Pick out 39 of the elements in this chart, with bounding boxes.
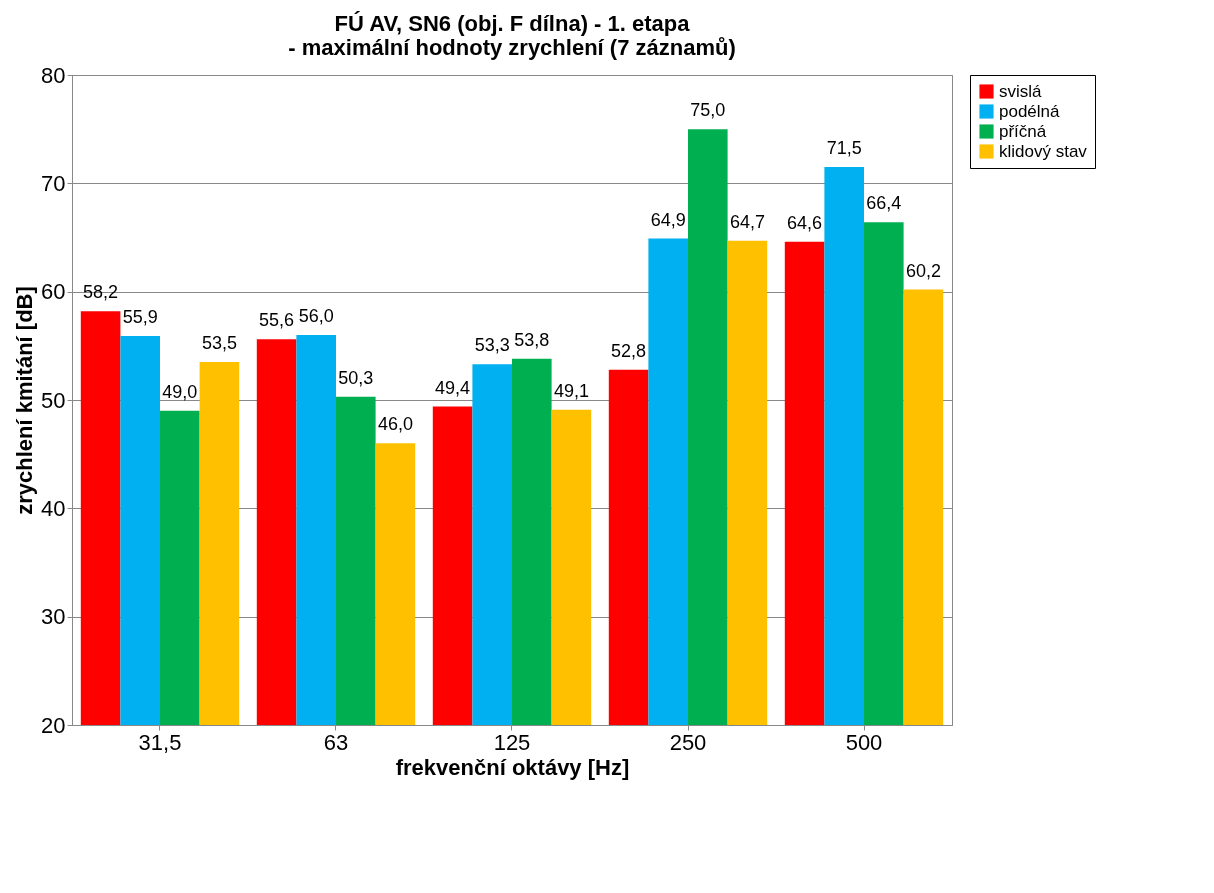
legend-label: klidový stav bbox=[999, 141, 1088, 161]
data-label: 53,8 bbox=[514, 329, 550, 350]
data-label: 56,0 bbox=[298, 306, 334, 326]
y-tick-label: 80 bbox=[41, 62, 66, 88]
data-label: 75,0 bbox=[690, 100, 726, 121]
data-label: 71,5 bbox=[826, 138, 862, 159]
data-label: 50,3 bbox=[338, 367, 374, 388]
data-label: 60,2 bbox=[905, 260, 941, 281]
data-label: 66,4 bbox=[866, 193, 902, 214]
data-label: 64,6 bbox=[787, 212, 823, 233]
data-label: 64,7 bbox=[729, 211, 765, 232]
data-label: 52,8 bbox=[611, 340, 647, 361]
y-tick-label: 70 bbox=[41, 170, 66, 196]
y-tick-label: 20 bbox=[41, 712, 66, 738]
legend-label: podélná bbox=[999, 101, 1061, 121]
x-tick-label: 500 bbox=[845, 729, 883, 755]
data-label: 55,6 bbox=[259, 310, 295, 331]
data-label: 49,4 bbox=[435, 377, 471, 398]
x-axis-title: frekvenční oktávy [Hz] bbox=[395, 754, 630, 780]
data-label: 64,9 bbox=[650, 209, 686, 230]
legend-label: příčná bbox=[999, 121, 1047, 141]
x-tick-label: 125 bbox=[493, 729, 531, 755]
y-tick-label: 40 bbox=[41, 495, 66, 521]
y-tick-label: 50 bbox=[41, 387, 66, 413]
x-tick-label: 250 bbox=[669, 729, 707, 755]
y-tick-label: 60 bbox=[41, 279, 66, 305]
legend-label: svislá bbox=[999, 81, 1043, 101]
data-label: 46,0 bbox=[377, 414, 413, 435]
data-label: 49,1 bbox=[553, 380, 589, 401]
y-axis-title: zrychlení kmitání [dB] bbox=[12, 286, 38, 515]
data-label: 58,2 bbox=[83, 282, 119, 303]
y-tick-label: 30 bbox=[41, 604, 66, 630]
chart-title: FÚ AV, SN6 (obj. F dílna) - 1. etapa - maximální hodnoty zrychlení (7 záznamů) bbox=[288, 11, 736, 60]
data-label: 55,9 bbox=[122, 307, 158, 328]
x-tick-label: 31,5 bbox=[138, 729, 182, 755]
data-label: 53,5 bbox=[201, 333, 237, 354]
data-label: 53,3 bbox=[474, 335, 510, 356]
data-label: 49,0 bbox=[162, 381, 198, 402]
x-tick-label: 63 bbox=[323, 729, 349, 755]
